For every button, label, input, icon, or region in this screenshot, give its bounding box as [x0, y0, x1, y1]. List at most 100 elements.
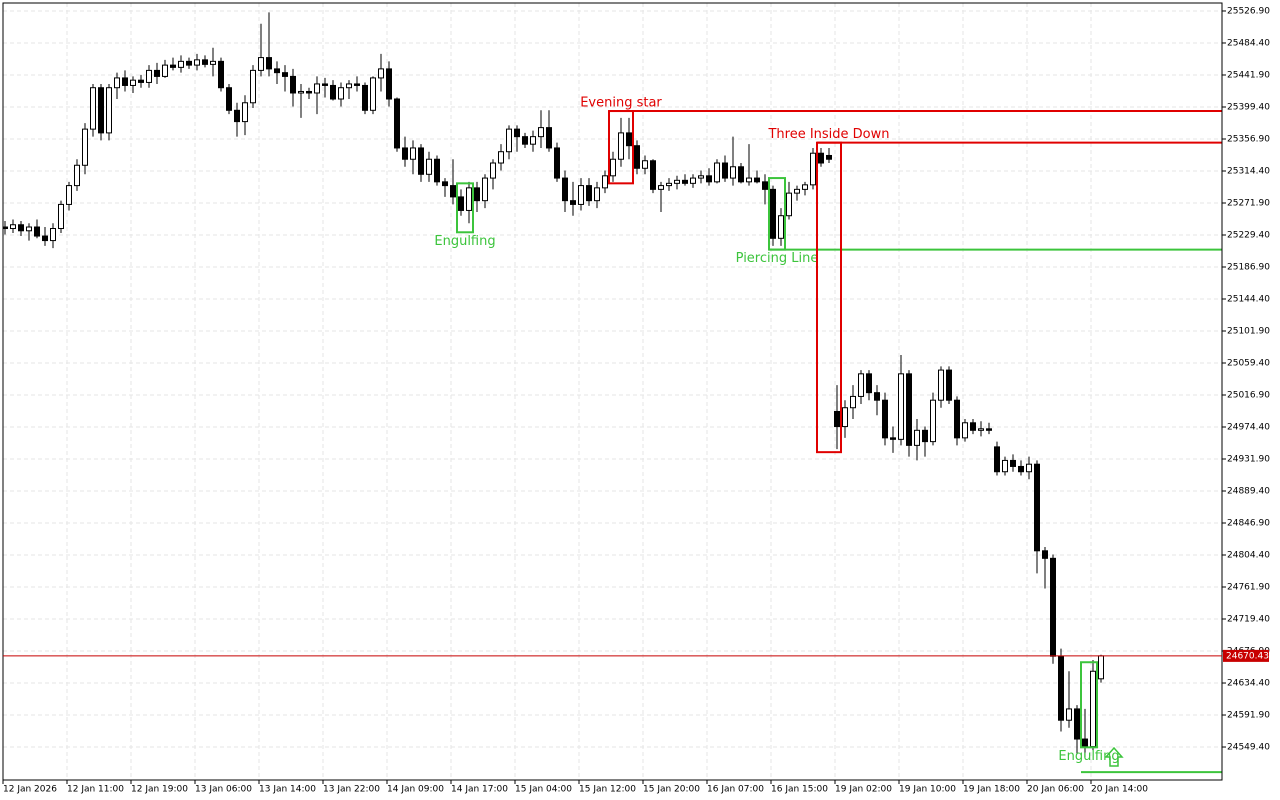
y-tick-label: 25059.40 [1227, 358, 1270, 368]
down-body [386, 68, 392, 100]
up-body [426, 158, 432, 175]
down-body [866, 373, 872, 394]
x-tick-label: 15 Jan 12:00 [579, 785, 636, 795]
down-body [362, 84, 368, 111]
down-body [218, 60, 224, 89]
down-body [354, 83, 360, 86]
down-body [946, 369, 952, 401]
up-body [618, 132, 624, 160]
up-body [130, 79, 136, 86]
up-body [802, 184, 808, 190]
down-body [402, 147, 408, 160]
x-tick-label: 20 Jan 06:00 [1027, 785, 1084, 795]
y-tick-label: 25526.90 [1227, 6, 1270, 16]
down-body [442, 181, 448, 187]
down-body [42, 235, 48, 242]
down-body [186, 60, 192, 66]
down-body [586, 185, 592, 202]
x-tick-label: 12 Jan 11:00 [67, 785, 124, 795]
down-body [322, 83, 328, 86]
down-body [330, 84, 336, 100]
up-body [962, 422, 968, 439]
y-tick-label: 25271.90 [1227, 198, 1270, 208]
x-tick-label: 15 Jan 04:00 [515, 785, 572, 795]
down-body [682, 179, 688, 184]
up-body [850, 395, 856, 409]
x-tick-label: 16 Jan 15:00 [771, 785, 828, 795]
down-body [1050, 557, 1056, 657]
pattern-label: Engulfing [1058, 749, 1119, 764]
up-body [258, 57, 264, 71]
up-body [210, 60, 216, 65]
x-tick-label: 14 Jan 09:00 [387, 785, 444, 795]
current-price-tag [1223, 649, 1269, 662]
y-tick-label: 24719.40 [1227, 615, 1270, 625]
down-body [290, 75, 296, 94]
up-body [794, 188, 800, 194]
down-body [394, 98, 400, 149]
down-body [234, 109, 240, 123]
up-body [506, 128, 512, 153]
up-body [482, 177, 488, 202]
up-body [602, 175, 608, 189]
down-body [514, 128, 520, 138]
up-arrow [1104, 746, 1124, 767]
down-body [818, 152, 824, 164]
down-body [418, 147, 424, 175]
x-tick-label: 13 Jan 06:00 [195, 785, 252, 795]
down-body [3, 226, 8, 230]
up-body [690, 177, 696, 184]
up-body [378, 68, 384, 79]
candles [3, 12, 1104, 758]
up-body [10, 224, 16, 230]
down-body [722, 162, 728, 179]
down-body [122, 77, 128, 86]
down-body [34, 226, 40, 237]
up-body [466, 187, 472, 211]
plot-border [2, 2, 1223, 781]
up-body [82, 128, 88, 166]
up-body [1098, 655, 1104, 680]
up-body [66, 185, 72, 205]
down-body [1058, 655, 1064, 721]
y-tick-label: 25186.90 [1227, 262, 1270, 272]
up-body [658, 185, 664, 190]
down-body [994, 446, 1000, 473]
down-body [546, 127, 552, 149]
x-tick-label: 20 Jan 14:00 [1091, 785, 1148, 795]
down-body [170, 64, 176, 68]
y-tick-label: 25314.40 [1227, 166, 1270, 176]
up-body [642, 160, 648, 169]
down-body [154, 69, 160, 77]
y-tick-label: 24889.40 [1227, 487, 1270, 497]
up-body [194, 59, 200, 66]
y-tick-label: 24761.90 [1227, 583, 1270, 593]
up-body [346, 83, 352, 89]
up-body [250, 69, 256, 104]
up-body [578, 185, 584, 205]
down-body [1082, 738, 1088, 748]
up-body [914, 429, 920, 446]
down-body [1018, 465, 1024, 473]
down-body [954, 399, 960, 439]
patterns: Engulfing Evening star Piercing Line Three … [434, 96, 1222, 774]
up-body [730, 166, 736, 179]
up-body [338, 87, 344, 100]
y-tick-label: 25016.90 [1227, 391, 1270, 401]
down-body [18, 224, 24, 232]
down-body [890, 437, 896, 440]
down-body [202, 59, 208, 65]
up-body [842, 407, 848, 428]
up-body [594, 187, 600, 202]
down-body [138, 79, 144, 83]
down-body [826, 154, 832, 160]
x-tick-label: 19 Jan 18:00 [963, 785, 1020, 795]
up-body [610, 158, 616, 177]
up-body [1002, 459, 1008, 473]
y-tick-label: 24846.90 [1227, 519, 1270, 529]
down-body [906, 373, 912, 446]
down-body [770, 188, 776, 239]
pattern-label: Three Inside Down [767, 127, 889, 142]
up-body [930, 399, 936, 443]
